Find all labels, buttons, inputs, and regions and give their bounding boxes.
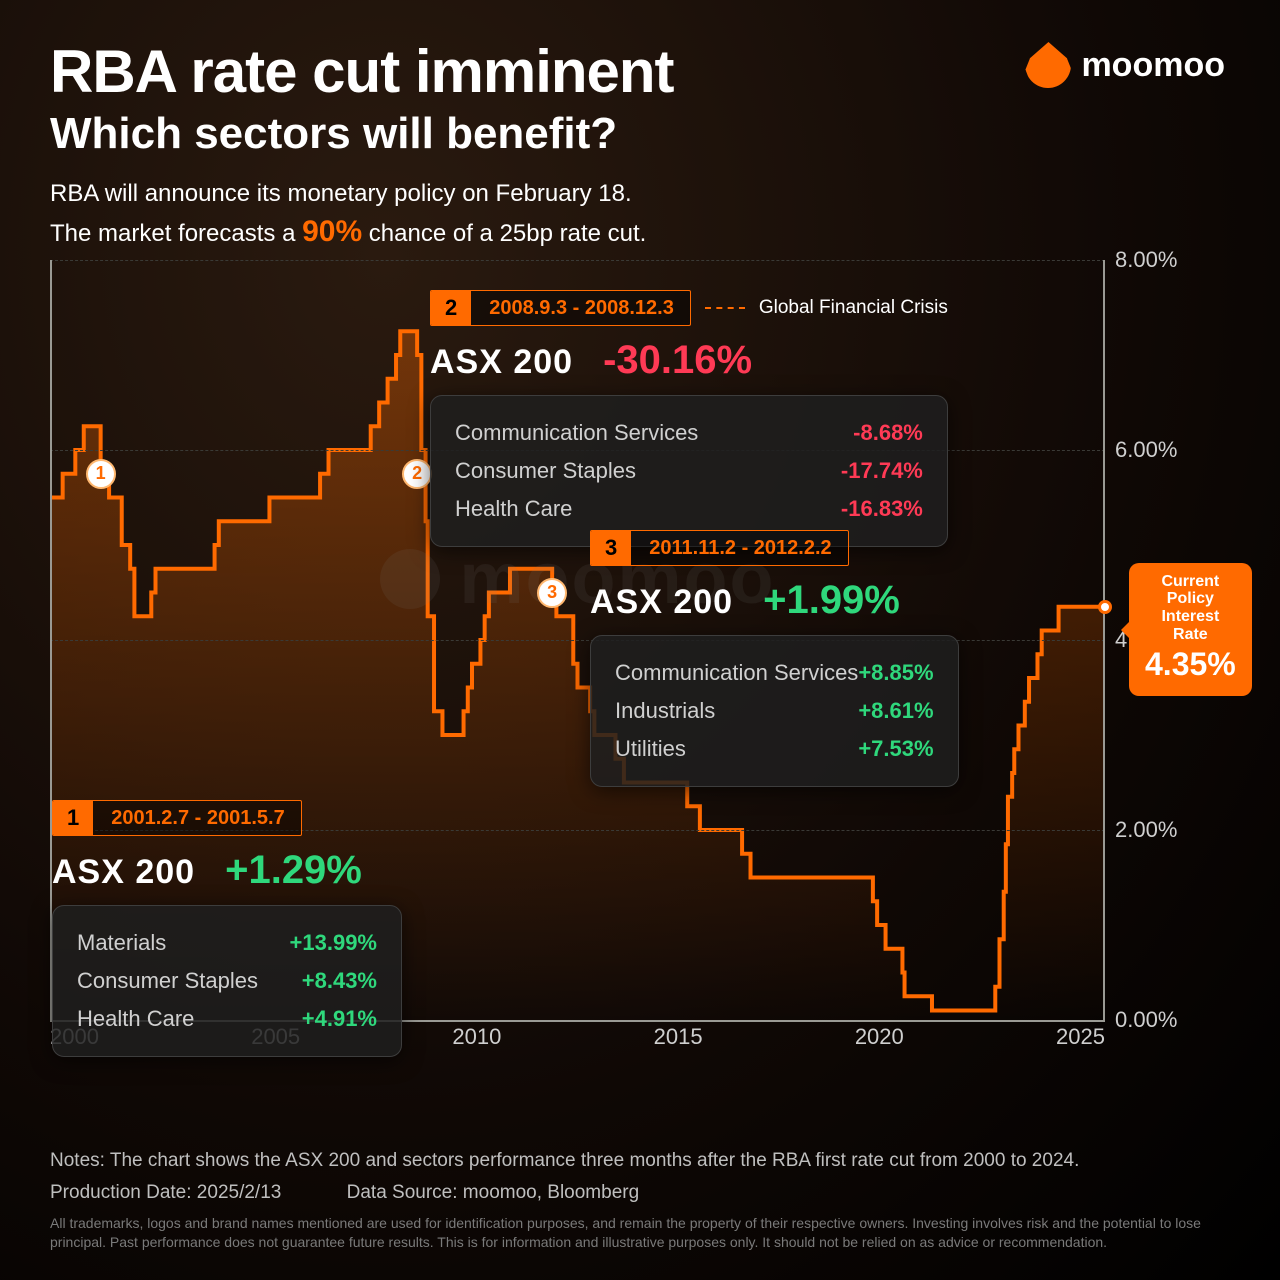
- logo-text: moomoo: [1081, 46, 1225, 85]
- sector-row: Communication Services-8.68%: [455, 414, 923, 452]
- callout-2-pill: 2 2008.9.3 - 2008.12.3: [430, 290, 691, 326]
- data-source: Data Source: moomoo, Bloomberg: [347, 1182, 640, 1203]
- sector-row: Materials+13.99%: [77, 924, 377, 962]
- callout-3-index: ASX 200: [590, 583, 733, 622]
- x-tick: 2015: [654, 1024, 703, 1050]
- callout-2-card: Communication Services-8.68%Consumer Sta…: [430, 395, 948, 547]
- current-rate-badge: Current Policy Interest Rate4.35%: [1129, 563, 1252, 697]
- footer: Notes: The chart shows the ASX 200 and s…: [50, 1150, 1230, 1252]
- chart-marker-3: 3: [537, 578, 567, 608]
- callout-1-pill: 1 2001.2.7 - 2001.5.7: [52, 800, 302, 836]
- callout-3: 3 2011.11.2 - 2012.2.2 ASX 200 +1.99% Co…: [590, 530, 959, 787]
- y-tick: 2.00%: [1115, 817, 1195, 843]
- footer-disclaimer: All trademarks, logos and brand names me…: [50, 1214, 1230, 1252]
- page-subtitle: Which sectors will benefit?: [50, 109, 1230, 159]
- sector-row: Consumer Staples+8.43%: [77, 962, 377, 1000]
- callout-1-change: +1.29%: [225, 848, 362, 893]
- sector-row: Industrials+8.61%: [615, 692, 934, 730]
- y-tick: 6.00%: [1115, 437, 1195, 463]
- callout-2-index: ASX 200: [430, 343, 573, 382]
- sector-row: Utilities+7.53%: [615, 730, 934, 768]
- callout-1: 1 2001.2.7 - 2001.5.7 ASX 200 +1.29% Mat…: [52, 800, 402, 1057]
- callout-2-change: -30.16%: [603, 338, 752, 383]
- callout-3-pill: 3 2011.11.2 - 2012.2.2: [590, 530, 849, 566]
- x-tick: 2025: [1056, 1024, 1105, 1050]
- chart-marker-2: 2: [402, 459, 432, 489]
- callout-1-index: ASX 200: [52, 853, 195, 892]
- callout-3-change: +1.99%: [763, 578, 900, 623]
- brand-logo: moomoo: [1025, 42, 1225, 88]
- desc-highlight: 90%: [302, 215, 362, 248]
- current-rate-dot: [1098, 600, 1112, 614]
- footer-notes: Notes: The chart shows the ASX 200 and s…: [50, 1150, 1230, 1172]
- gfc-connector: [705, 307, 745, 309]
- chart-marker-1: 1: [86, 459, 116, 489]
- description: RBA will announce its monetary policy on…: [50, 177, 1230, 253]
- callout-3-card: Communication Services+8.85%Industrials+…: [590, 635, 959, 787]
- sector-row: Consumer Staples-17.74%: [455, 452, 923, 490]
- callout-1-card: Materials+13.99%Consumer Staples+8.43%He…: [52, 905, 402, 1057]
- sector-row: Communication Services+8.85%: [615, 654, 934, 692]
- y-tick: 8.00%: [1115, 247, 1195, 273]
- production-date: Production Date: 2025/2/13: [50, 1182, 281, 1203]
- sector-row: Health Care+4.91%: [77, 1000, 377, 1038]
- y-tick: 0.00%: [1115, 1007, 1195, 1033]
- callout-2-extra: Global Financial Crisis: [759, 297, 948, 319]
- desc-post: chance of a 25bp rate cut.: [362, 220, 646, 247]
- sector-row: Health Care-16.83%: [455, 490, 923, 528]
- callout-2: 2 2008.9.3 - 2008.12.3 Global Financial …: [430, 290, 948, 547]
- x-tick: 2020: [855, 1024, 904, 1050]
- x-tick: 2010: [452, 1024, 501, 1050]
- logo-icon: [1025, 42, 1071, 88]
